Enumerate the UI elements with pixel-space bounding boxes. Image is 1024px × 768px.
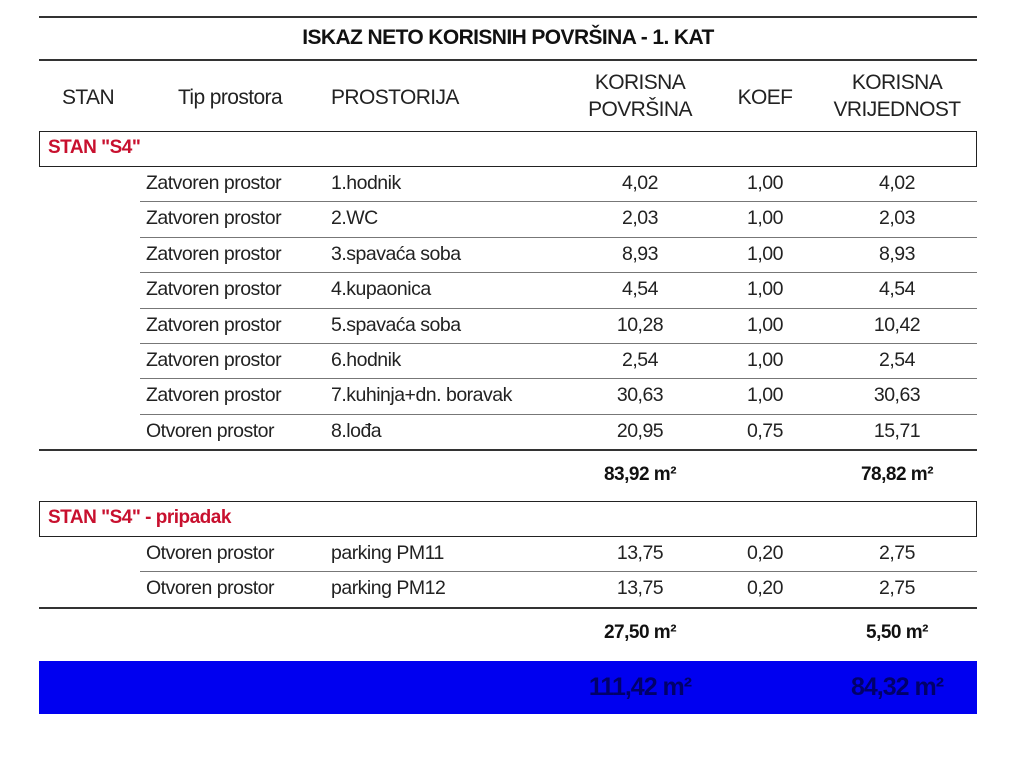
grand-total-bar: 111,42 m² 84,32 m² [39,661,977,714]
cell-koef: 1,00 [747,207,783,230]
table-row: Otvoren prostor 8.lođa 20,95 0,75 15,71 [0,414,1024,449]
cell-vrijednost: 2,03 [879,207,915,230]
section-total-vrijednost: 5,50 m² [866,621,928,643]
cell-koef: 1,00 [747,242,783,265]
cell-vrijednost: 15,71 [873,419,921,442]
cell-povrsina: 2,03 [622,207,658,230]
table-row: Otvoren prostor parking PM12 13,75 0,20 2,75 [0,571,1024,606]
grand-total-povrsina: 111,42 m² [588,673,692,701]
row-divider [39,449,977,451]
cell-prostorija: 6.hodnik [331,349,401,371]
section-total-povrsina: 27,50 m² [603,621,677,643]
table-row: Zatvoren prostor 5.spavaća soba 10,28 1,00 1… [0,308,1024,343]
row-divider [140,414,977,415]
cell-prostorija: 3.spavaća soba [331,242,461,265]
header-vrijednost-line1: KORISNA [851,71,943,94]
cell-prostorija: parking PM11 [331,542,444,564]
row-divider [140,201,977,202]
cell-prostorija: 7.kuhinja+dn. boravak [331,384,512,407]
header-povrsina-line2: POVRŠINA [588,98,692,121]
section-header: STAN "S4" - pripadak [39,501,977,537]
title-rule [39,59,977,61]
cell-koef: 1,00 [747,172,783,194]
cell-tip: Otvoren prostor [146,542,274,564]
table-row: Zatvoren prostor 1.hodnik 4,02 1,00 4,02 [0,166,1024,201]
table-row: Zatvoren prostor 3.spavaća soba 8,93 1,00 8,… [0,237,1024,272]
cell-koef: 0,75 [747,419,783,442]
cell-vrijednost: 4,54 [879,278,915,301]
section-total-vrijednost: 78,82 m² [860,464,934,486]
header-povrsina-line1: KORISNA [594,71,686,94]
header-povrsina: KORISNA POVRŠINA [570,69,710,123]
cell-vrijednost: 4,02 [879,172,915,194]
section-header: STAN "S4" [39,131,977,167]
cell-prostorija: 1.hodnik [331,172,401,194]
cell-koef: 0,20 [747,542,783,564]
cell-tip: Zatvoren prostor [146,242,282,265]
cell-povrsina: 13,75 [616,577,664,600]
cell-tip: Zatvoren prostor [146,313,282,336]
header-koef: KOEF [737,86,793,109]
cell-povrsina: 10,28 [616,313,664,336]
header-prostorija: PROSTORIJA [331,86,459,109]
cell-tip: Otvoren prostor [146,419,274,442]
cell-koef: 0,20 [747,577,783,600]
row-divider [140,237,977,238]
cell-vrijednost: 8,93 [879,242,915,265]
header-vrijednost: KORISNA VRIJEDNOST [822,69,972,123]
cell-koef: 1,00 [747,349,783,371]
section-total-povrsina: 83,92 m² [603,464,677,486]
cell-tip: Zatvoren prostor [146,278,282,301]
cell-povrsina: 2,54 [622,349,658,371]
row-divider [39,607,977,609]
cell-vrijednost: 2,75 [879,542,915,564]
cell-vrijednost: 10,42 [873,313,921,336]
cell-tip: Zatvoren prostor [146,384,282,407]
cell-vrijednost: 2,54 [879,349,915,371]
cell-tip: Zatvoren prostor [146,172,282,194]
cell-povrsina: 20,95 [616,419,664,442]
cell-koef: 1,00 [747,313,783,336]
cell-tip: Otvoren prostor [146,577,274,600]
cell-povrsina: 13,75 [616,542,664,564]
table-row: Otvoren prostor parking PM11 13,75 0,20 2,75 [0,536,1024,571]
cell-tip: Zatvoren prostor [146,207,282,230]
cell-povrsina: 30,63 [616,384,664,407]
grand-total-vrijednost: 84,32 m² [850,673,944,701]
header-stan: STAN [61,86,115,109]
table-row: Zatvoren prostor 7.kuhinja+dn. boravak 30,… [0,378,1024,413]
cell-vrijednost: 30,63 [873,384,921,407]
table-row: Zatvoren prostor 6.hodnik 2,54 1,00 2,54 [0,343,1024,378]
cell-povrsina: 8,93 [622,242,658,265]
header-vrijednost-line2: VRIJEDNOST [833,98,961,121]
page-title: ISKAZ NETO KORISNIH POVRŠINA - 1. KAT [302,26,714,49]
cell-koef: 1,00 [747,278,783,301]
row-divider [140,272,977,273]
cell-povrsina: 4,02 [622,172,658,194]
top-rule [39,16,977,18]
row-divider [140,378,977,379]
row-divider [140,308,977,309]
row-divider [140,571,977,572]
section-label: STAN "S4" [48,137,141,158]
cell-prostorija: 2.WC [331,207,378,230]
cell-koef: 1,00 [747,384,783,407]
cell-prostorija: 4.kupaonica [331,278,431,301]
table-row: Zatvoren prostor 4.kupaonica 4,54 1,00 4,54 [0,272,1024,307]
header-tip: Tip prostora [177,86,283,109]
cell-vrijednost: 2,75 [879,577,915,600]
cell-prostorija: 8.lođa [331,419,382,442]
section-label: STAN "S4" - pripadak [48,507,231,528]
table-row: Zatvoren prostor 2.WC 2,03 1,00 2,03 [0,201,1024,236]
cell-povrsina: 4,54 [622,278,658,301]
cell-prostorija: parking PM12 [331,577,446,600]
cell-prostorija: 5.spavaća soba [331,313,461,336]
row-divider [140,343,977,344]
cell-tip: Zatvoren prostor [146,349,282,371]
